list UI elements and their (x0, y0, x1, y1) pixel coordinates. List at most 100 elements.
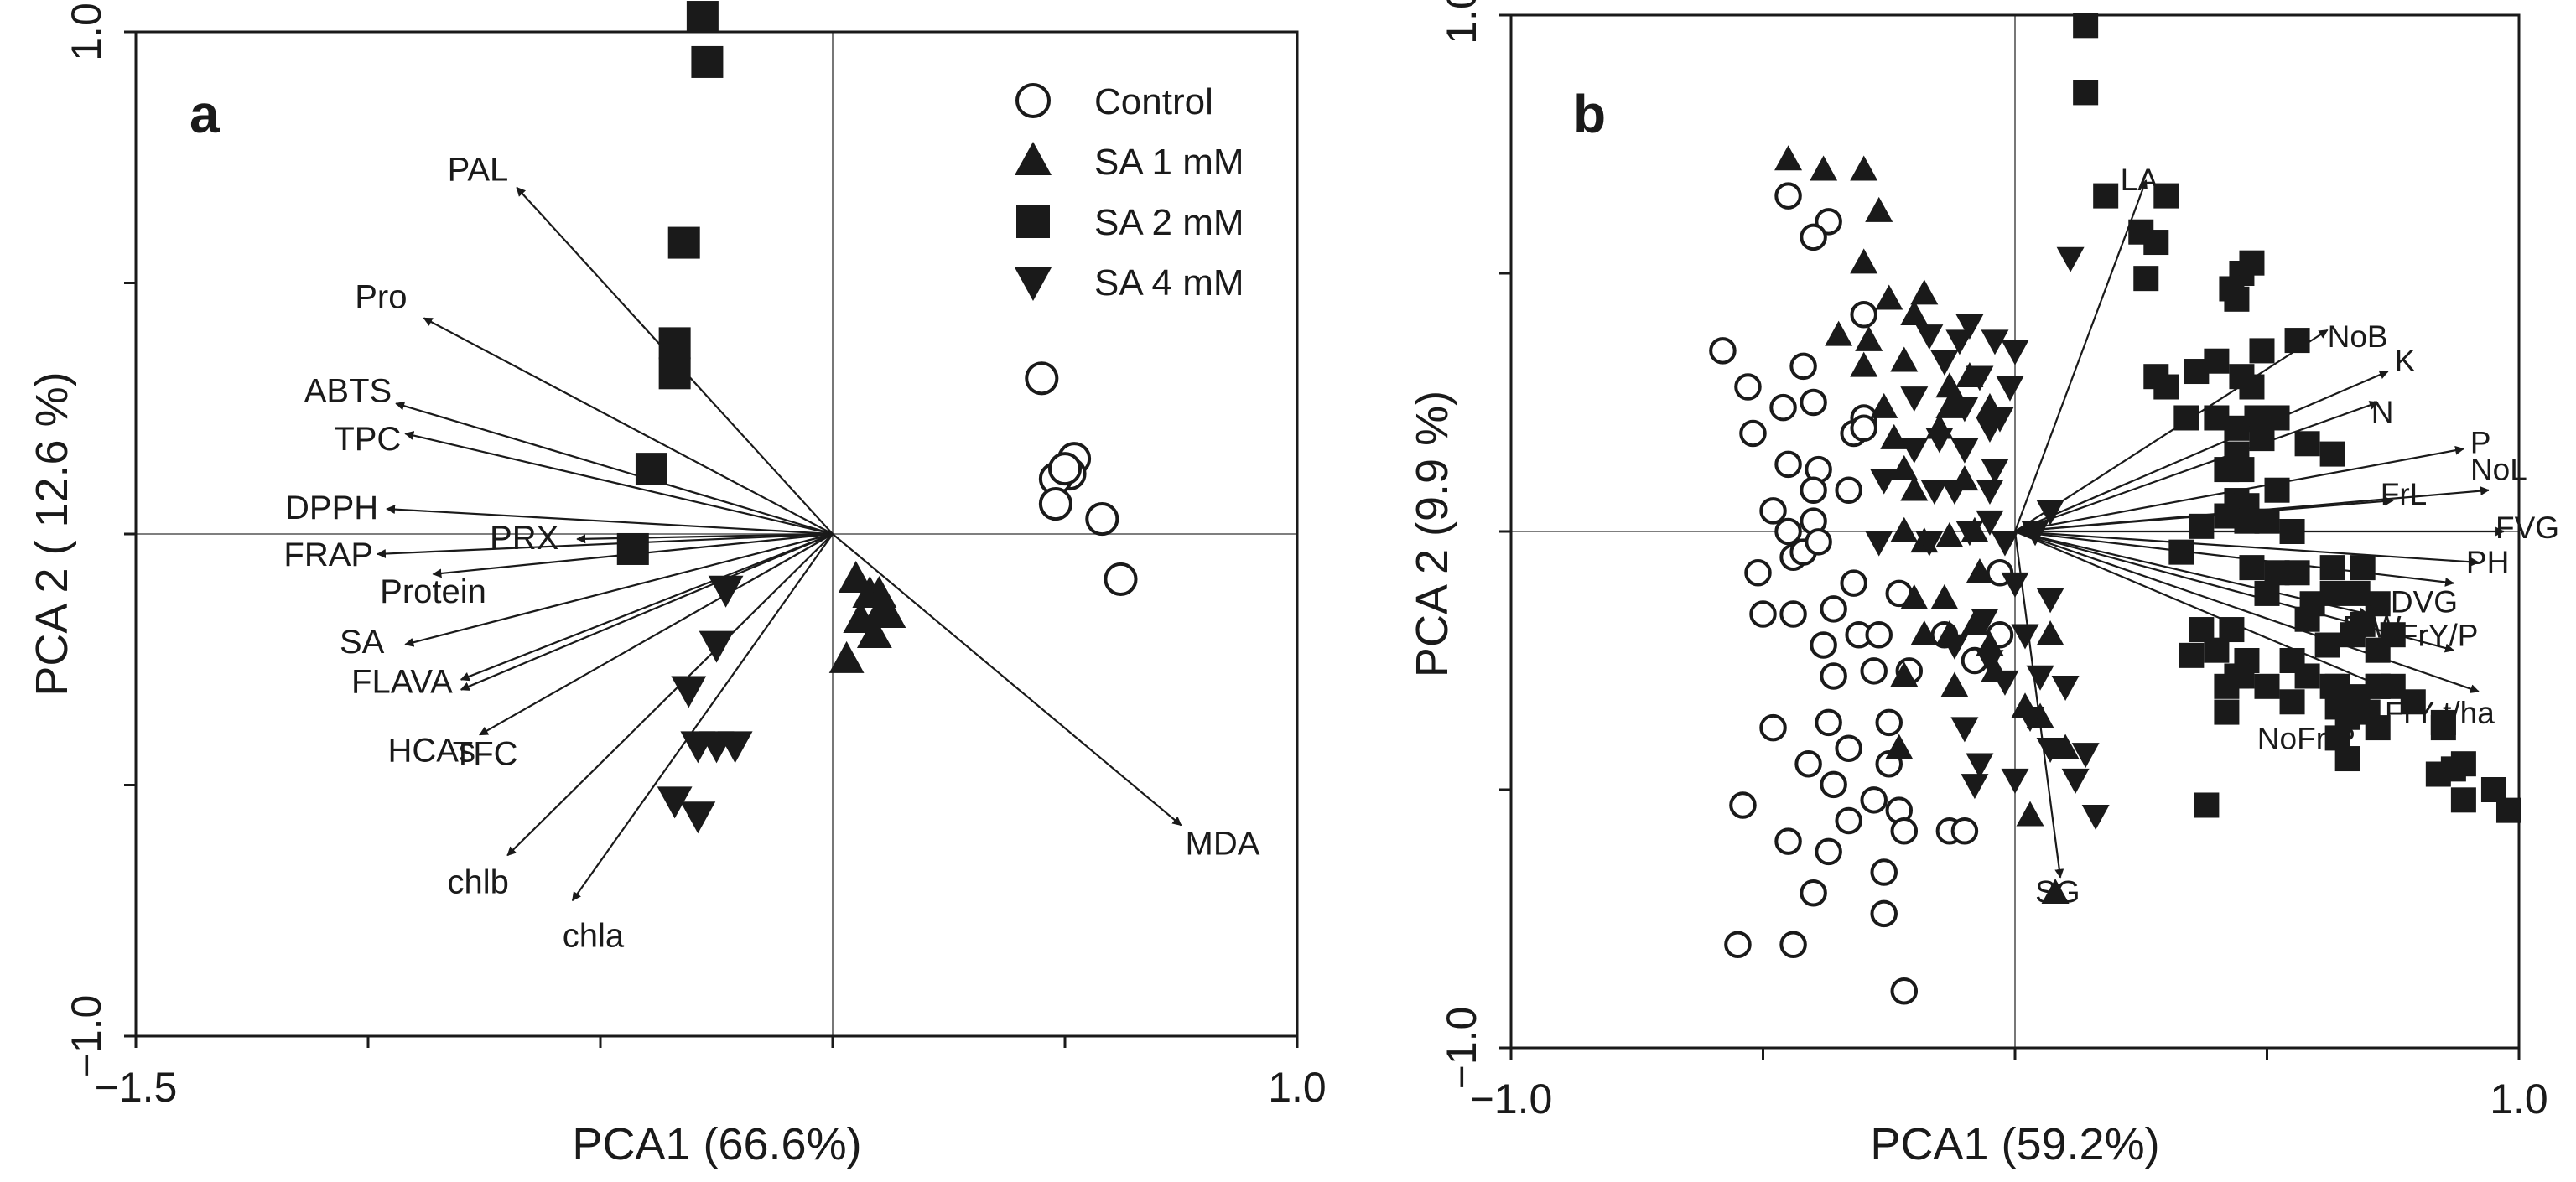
panel-b-point-sa-2-mm (2194, 792, 2220, 818)
panel-a-label: a (190, 84, 220, 144)
panel-b-point-sa-4-mm (1940, 634, 1969, 660)
panel-b-point-sa-4-mm (1981, 459, 2009, 485)
panel-a-point-control (1038, 487, 1072, 521)
panel-b-point-sa-2-mm (2219, 276, 2245, 302)
panel-a-vector-label-tpc: TPC (334, 421, 401, 458)
panel-b-point-sa-4-mm (1900, 386, 1929, 412)
panel-a-point-sa-2-mm (658, 357, 691, 390)
panel-b-point-sa-1-mm (1850, 155, 1878, 181)
panel-b-point-sa-1-mm (1890, 346, 1919, 372)
panel-b-vector-sg (2013, 531, 2064, 879)
panel-b-point-sa-2-mm (2440, 756, 2466, 782)
panel-b-point-sa-2-mm (2319, 441, 2345, 467)
panel-b-vector-label-nob: NoB (2328, 319, 2388, 354)
panel-b-point-control (1749, 600, 1777, 628)
panel-b-point-sa-2-mm (2350, 611, 2376, 637)
panel-b-point-sa-2-mm (2294, 663, 2320, 689)
panel-b-point-sa-1-mm (2041, 878, 2070, 904)
panel-b-point-sa-4-mm (1976, 417, 2004, 443)
panel-a-vector-frap (376, 532, 834, 559)
panel-b-point-sa-2-mm (2264, 405, 2290, 431)
panel-b-point-sa-2-mm (2450, 787, 2476, 813)
panel-b-point-control (1850, 301, 1877, 329)
panel-b-point-sa-2-mm (2314, 632, 2340, 658)
panel-b-point-sa-2-mm (2073, 13, 2099, 39)
panel-a-point-sa-2-mm (635, 453, 667, 485)
panel-b-point-sa-4-mm (1915, 531, 1944, 557)
legend-marker-sa-2-mm (1016, 205, 1050, 238)
panel-b-point-control (1800, 476, 1827, 504)
panel-a-vector-tfc (460, 532, 834, 691)
panel-a-point-sa-1-mm (838, 561, 874, 594)
panel-a-point-control (1047, 452, 1083, 486)
panel-b-point-control (1739, 419, 1767, 448)
panel-a-vector-label-protein: Protein (380, 573, 486, 610)
panel-b-point-sa-1-mm (2016, 801, 2044, 827)
panel-a-point-sa-2-mm (667, 226, 700, 259)
panel-b-point-sa-4-mm (2051, 676, 2080, 702)
panel-b-vector-n (2014, 401, 2379, 533)
panel-b-point-control (1860, 657, 1888, 685)
panel-a-point-sa-2-mm (691, 45, 724, 78)
panel-a-point-sa-4-mm (671, 676, 707, 708)
panel-b-point-control (1870, 858, 1898, 886)
panel-b-point-sa-2-mm (2229, 457, 2255, 483)
panel-a-point-sa-1-mm (828, 640, 865, 673)
panel-b-point-sa-2-mm (2264, 477, 2290, 503)
panel-a-vector-label-mda: MDA (1186, 825, 1260, 862)
panel-b-point-sa-4-mm (1865, 531, 1893, 557)
panel-b-point-sa-4-mm (1991, 531, 2019, 557)
panel-b-point-sa-2-mm (2350, 555, 2376, 581)
panel-b-point-sa-4-mm (1976, 650, 2004, 676)
panel-b-point-control (1769, 393, 1797, 422)
panel-a-point-sa-4-mm (680, 801, 716, 834)
panel-b-vector-label-dvg: DVG (2391, 585, 2458, 620)
panel-b-point-sa-4-mm (1966, 753, 1994, 779)
panel-a-vector-pro (423, 317, 834, 535)
panel-a-point-sa-4-mm (657, 786, 693, 819)
panel-b-point-sa-2-mm (2133, 266, 2159, 292)
panel-b-point-control (1815, 708, 1842, 737)
panel-b-point-sa-4-mm (1930, 350, 1959, 376)
panel-b-point-control (1835, 806, 1862, 835)
panel-a-vector-flava (460, 532, 834, 682)
legend-marker-sa-1-mm (1015, 142, 1052, 175)
panel-b-point-sa-2-mm (2214, 699, 2240, 725)
panel-b-point-sa-1-mm (1940, 671, 1969, 697)
panel-b-point-sa-2-mm (2294, 606, 2320, 632)
panel-b-point-sa-1-mm (1910, 279, 1939, 305)
panel-a-vector-mda (832, 533, 1182, 827)
panel-b-point-sa-4-mm (1961, 774, 1989, 800)
panel-b-label: b (1573, 84, 1606, 144)
panel-b-point-sa-2-mm (2224, 663, 2250, 689)
panel-b-point-sa-1-mm (2036, 620, 2064, 645)
panel-b-point-sa-4-mm (1996, 376, 2024, 402)
panel-b-point-sa-4-mm (1870, 469, 1898, 495)
panel-a-vector-abts (395, 401, 834, 536)
panel-b-point-control (1805, 528, 1832, 556)
panel-b-data-points (1709, 13, 2521, 1005)
panel-b-point-sa-4-mm (2011, 624, 2039, 650)
panel-b-point-sa-1-mm (1885, 734, 1914, 759)
panel-b-point-sa-4-mm (1940, 479, 1969, 505)
panel-b-point-sa-4-mm (1976, 510, 2004, 536)
panel-b-point-sa-2-mm (2279, 689, 2305, 715)
panel-a-point-sa-4-mm (699, 630, 735, 663)
panel-b-point-sa-1-mm (1850, 248, 1878, 274)
panel-a-vector-sa (404, 532, 834, 647)
panel-b-vector-label-n: N (2371, 395, 2394, 429)
panel-b-point-control (1789, 352, 1817, 381)
panel-b-point-sa-1-mm (2051, 734, 2080, 759)
panel-b-point-sa-1-mm (1890, 516, 1919, 542)
panel-b-point-sa-2-mm (2153, 183, 2179, 209)
panel-b-point-sa-2-mm (2224, 415, 2250, 441)
panel-b-point-sa-1-mm (1870, 392, 1898, 418)
panel-b-point-control (1820, 662, 1847, 690)
panel-a-x-tick-label: −1.5 (95, 1064, 178, 1111)
panel-b-point-sa-2-mm (2184, 359, 2210, 385)
panel-a-vector-hcas (479, 533, 834, 736)
legend-marker-sa-4-mm (1015, 267, 1052, 301)
panel-b-point-sa-2-mm (2279, 519, 2305, 544)
